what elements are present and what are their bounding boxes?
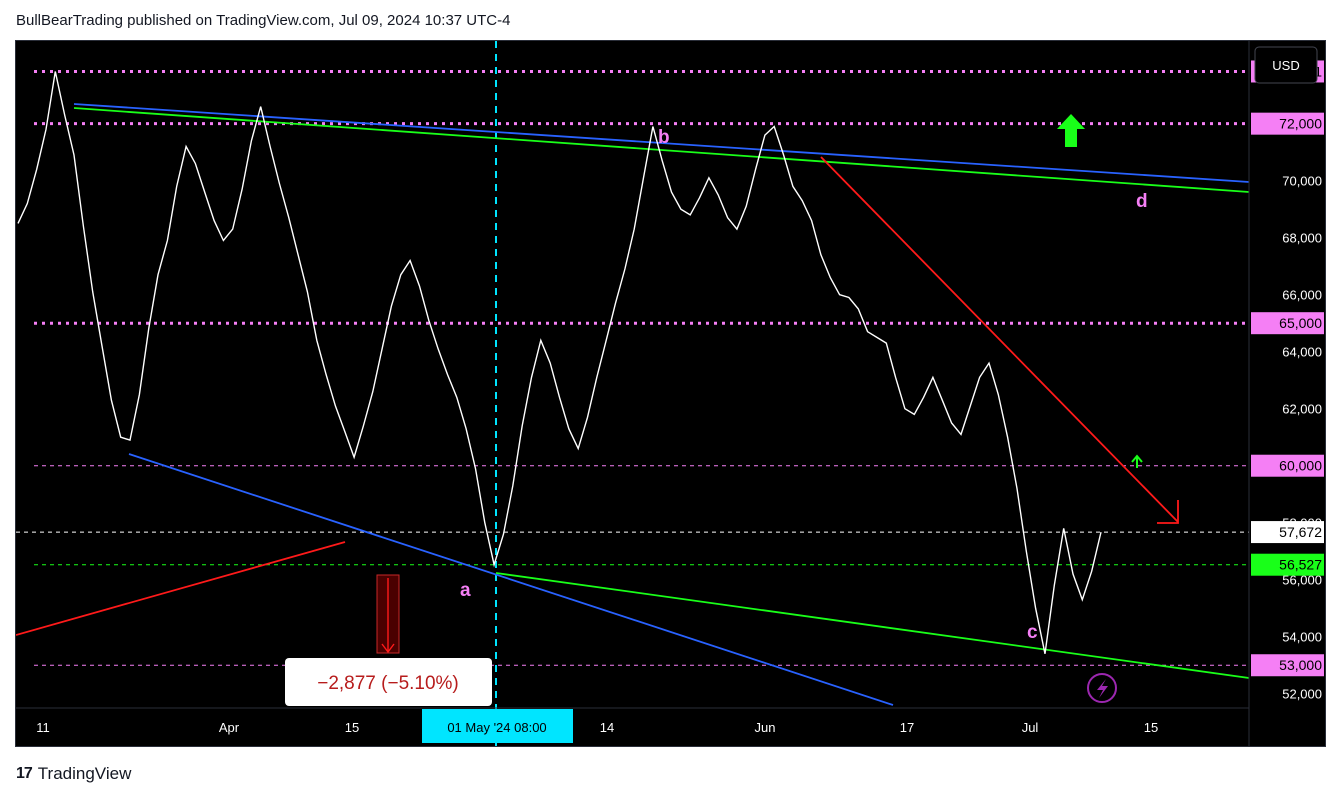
lightning-bolt-glyph (1097, 679, 1108, 698)
lightning-icon (1087, 673, 1117, 703)
price-tick-label: 54,000 (1282, 630, 1322, 645)
measure-label-text: −2,877 (−5.10%) (317, 673, 459, 694)
measure-down-arrow-icon (381, 578, 395, 654)
red-rising-line (16, 541, 346, 636)
currency-button (1254, 46, 1318, 84)
price-tick-label: 66,000 (1282, 288, 1322, 303)
wave-label-a: a (460, 580, 471, 601)
time-tick-label: Apr (219, 720, 240, 735)
price-tick-label: 62,000 (1282, 402, 1322, 417)
price-tag-text: 72,000 (1279, 116, 1322, 132)
price-tag-text: 60,000 (1279, 458, 1322, 474)
price-tick-label: 70,000 (1282, 174, 1322, 189)
time-tick-label: 15 (1144, 720, 1158, 735)
lower-blue-trendline (128, 453, 894, 706)
upper-green-trendline (73, 107, 1250, 193)
red-descending-arrow-line (820, 156, 1179, 523)
big-up-arrow-icon (1057, 114, 1085, 147)
price-tag-text: 57,672 (1279, 524, 1322, 540)
publisher-header: BullBearTrading published on TradingView… (16, 12, 511, 29)
price-tag-72,000 (1251, 112, 1324, 135)
price-tick-label: 68,000 (1282, 231, 1322, 246)
measure-label-box (285, 658, 492, 706)
lower-green-trendline (495, 572, 1250, 679)
tradingview-logo-icon: 17 (16, 765, 33, 782)
crosshair-date-tag (422, 709, 573, 743)
price-tag-53,000 (1251, 654, 1324, 677)
time-tick-label: Jul (1022, 720, 1039, 735)
price-tag-56,527 (1251, 553, 1324, 576)
red-arrow-head (1157, 500, 1179, 524)
upper-blue-trendline (73, 103, 1250, 183)
time-tick-label: 15 (345, 720, 359, 735)
price-tag-60,000 (1251, 454, 1324, 477)
tradingview-footer: 17 TradingView (16, 764, 131, 784)
price-tick-label: 56,000 (1282, 573, 1322, 588)
time-tick-label: 11 (36, 720, 50, 735)
price-tag-65,000 (1251, 312, 1324, 335)
price-series-line (17, 71, 1102, 654)
wave-label-d: d (1136, 191, 1148, 212)
time-tick-label: Jun (755, 720, 776, 735)
price-axis-background (1249, 41, 1325, 746)
small-up-arrow-icon (1131, 454, 1143, 468)
crosshair-date-text: 01 May '24 08:00 (447, 720, 546, 735)
price-tick-label: 52,000 (1282, 687, 1322, 702)
price-tag-57,672 (1251, 521, 1324, 544)
time-tick-label: 14 (600, 720, 614, 735)
currency-button-label: USD (1272, 58, 1299, 73)
price-tag-text: 53,000 (1279, 657, 1322, 673)
time-tick-label: 17 (900, 720, 914, 735)
wave-label-c: c (1027, 622, 1038, 643)
price-tag-text: 56,527 (1279, 557, 1322, 573)
price-tick-label: 64,000 (1282, 345, 1322, 360)
brand-name: TradingView (37, 764, 132, 783)
wave-label-b: b (658, 127, 670, 148)
price-tag-text: 65,000 (1279, 315, 1322, 331)
